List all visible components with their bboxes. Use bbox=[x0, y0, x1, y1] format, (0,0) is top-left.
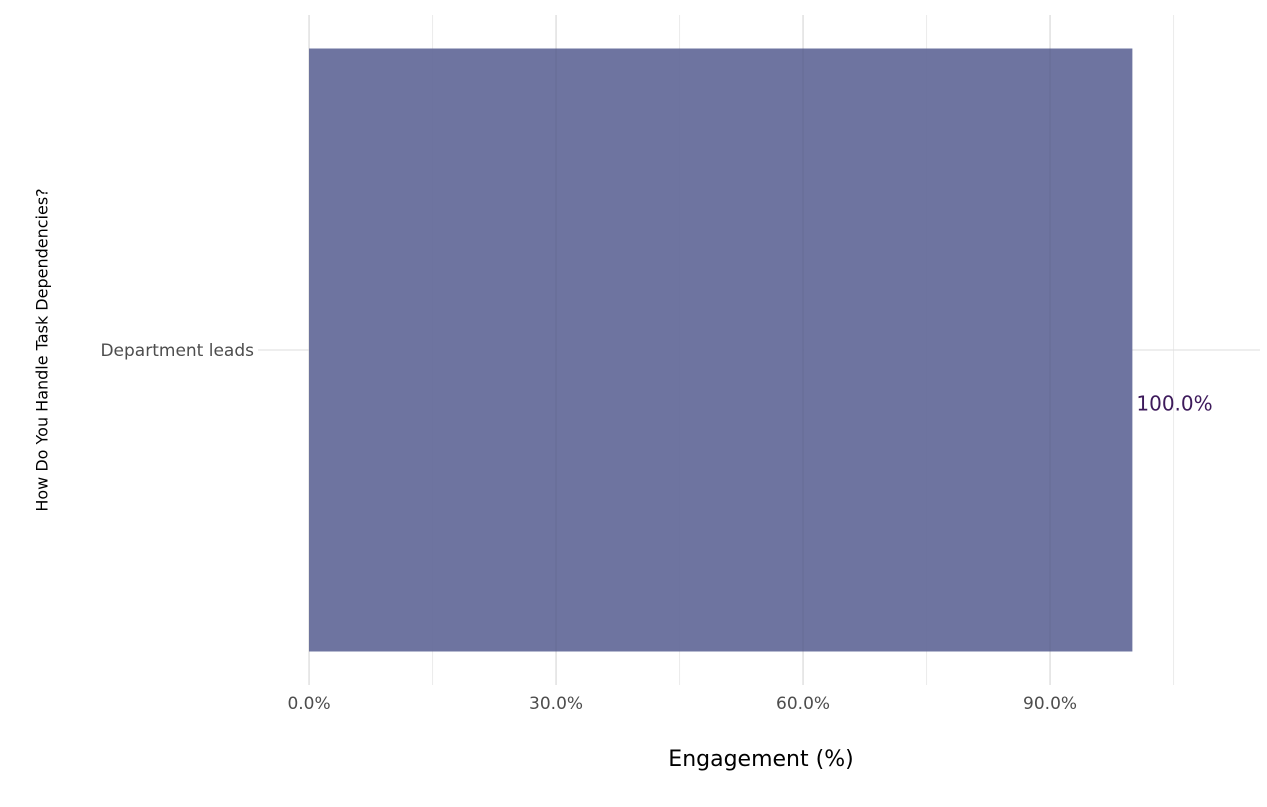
x-tick-label: 30.0% bbox=[529, 694, 583, 714]
x-tick-label: 0.0% bbox=[287, 694, 330, 714]
x-tick-label: 60.0% bbox=[776, 694, 830, 714]
y-axis-title: How Do You Handle Task Dependencies? bbox=[33, 188, 52, 511]
bar bbox=[309, 48, 1133, 652]
y-tick-label: Department leads bbox=[100, 341, 254, 361]
x-tick-label: 90.0% bbox=[1023, 694, 1077, 714]
x-axis-title: Engagement (%) bbox=[668, 747, 853, 772]
value-label: 100.0% bbox=[1136, 392, 1212, 416]
